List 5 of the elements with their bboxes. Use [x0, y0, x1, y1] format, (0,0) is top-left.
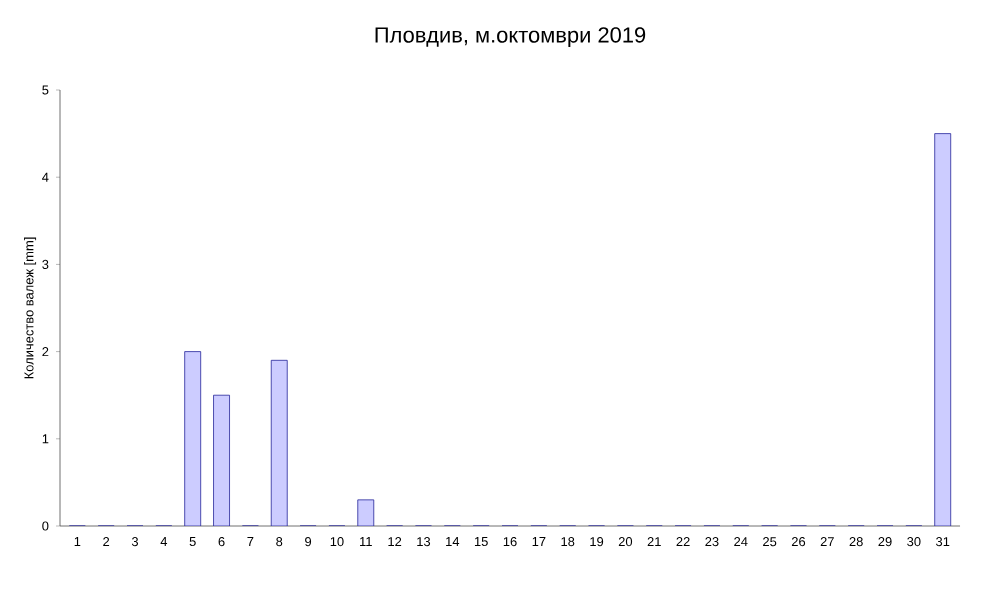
bar [934, 133, 952, 526]
bar [184, 351, 202, 526]
chart-title: Пловдив, м.октомври 2019 [375, 27, 646, 47]
bar [270, 359, 288, 526]
bar [213, 394, 230, 526]
